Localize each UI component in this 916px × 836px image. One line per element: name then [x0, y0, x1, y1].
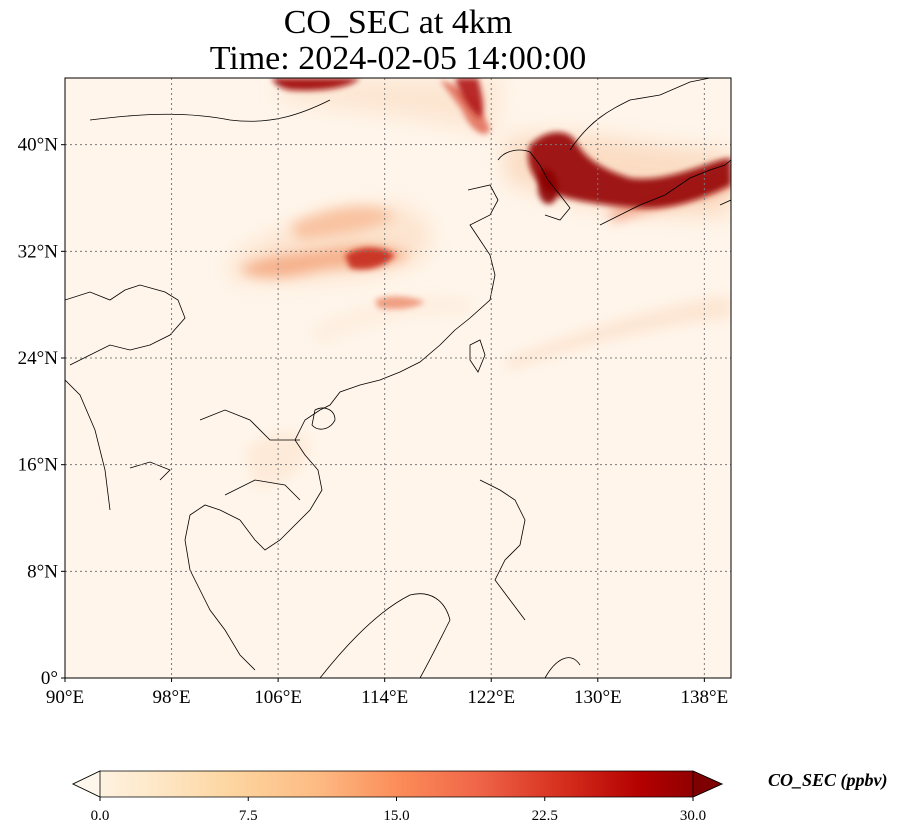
x-axis-tick-labels: 90°E 98°E 106°E 114°E 122°E 130°E 138°E: [46, 678, 728, 708]
coastline-borneo: [319, 593, 451, 678]
plume-north-china-plain: [290, 206, 395, 240]
concentration-field: [230, 78, 731, 486]
map-title-line1: CO_SEC at 4km: [283, 4, 513, 41]
colorbar: 0.0 7.5 15.0 22.5 30.0: [72, 770, 723, 824]
colorbar-extend-min: [72, 770, 101, 798]
colorbar-tick-label: 22.5: [532, 808, 558, 824]
plume-north-core-2: [455, 78, 484, 118]
coastline-malay-peninsula: [184, 504, 256, 671]
border-laos: [199, 409, 300, 441]
y-tick-label: 32°N: [18, 241, 59, 262]
plume-hunan: [375, 296, 425, 310]
coastline-sulawesi: [544, 657, 581, 678]
plume-pacific-band: [505, 295, 731, 370]
x-tick-label: 106°E: [254, 687, 302, 708]
coastline-bay-of-bengal: [65, 379, 111, 511]
colorbar-body: [72, 770, 723, 798]
coastline-japan: [599, 159, 731, 226]
x-tick-label: 138°E: [681, 687, 729, 708]
border-cambodia: [224, 479, 301, 501]
x-tick-label: 122°E: [467, 687, 515, 708]
coastline-bohai-korea: [497, 149, 571, 221]
colorbar-ticks: 0.0 7.5 15.0 22.5 30.0: [91, 797, 706, 824]
plume-south-china: [310, 296, 470, 345]
y-tick-label: 0°: [41, 668, 58, 689]
border-mongolia: [89, 99, 331, 122]
map-title-line2: Time: 2024-02-05 14:00:00: [209, 40, 587, 77]
plume-central-core: [345, 247, 395, 270]
plume-korea-south-core: [538, 168, 559, 205]
coastlines: [65, 78, 731, 678]
y-tick-label: 8°N: [27, 561, 58, 582]
coastline-china-east: [319, 184, 499, 411]
y-tick-label: 16°N: [18, 455, 59, 476]
gridlines: [65, 78, 731, 678]
colorbar-tick-label: 7.5: [239, 808, 258, 824]
colorbar-label: CO_SEC (ppbv): [768, 770, 888, 790]
coastline-hainan: [311, 407, 336, 430]
y-tick-label: 24°N: [18, 348, 59, 369]
y-tick-label: 40°N: [18, 135, 59, 156]
plume-indochina: [245, 432, 310, 486]
plume-north-core: [272, 78, 360, 91]
coastline-vietnam: [239, 409, 323, 551]
colorbar-extend-max: [692, 770, 723, 798]
coastline-south-asia: [65, 284, 186, 366]
colorbar-tick-label: 0.0: [91, 808, 110, 824]
colorbar-tick-label: 30.0: [680, 808, 706, 824]
x-tick-label: 130°E: [574, 687, 622, 708]
x-tick-label: 98°E: [152, 687, 190, 708]
plume-north-halo: [280, 78, 500, 135]
map-plot-area: [65, 78, 731, 678]
plume-northeast-streak: [440, 80, 490, 134]
coastline-japan-east: [719, 199, 731, 206]
colorbar-tick-label: 15.0: [383, 808, 409, 824]
map-frame: [64, 77, 732, 679]
y-axis-tick-labels: 0° 8°N 16°N 24°N 32°N 40°N: [18, 135, 65, 689]
plume-korea-japan-core: [528, 132, 731, 209]
coastline-philippines: [479, 479, 526, 621]
x-tick-label: 114°E: [361, 687, 408, 708]
coastline-russia: [569, 78, 711, 151]
x-tick-label: 90°E: [46, 687, 84, 708]
